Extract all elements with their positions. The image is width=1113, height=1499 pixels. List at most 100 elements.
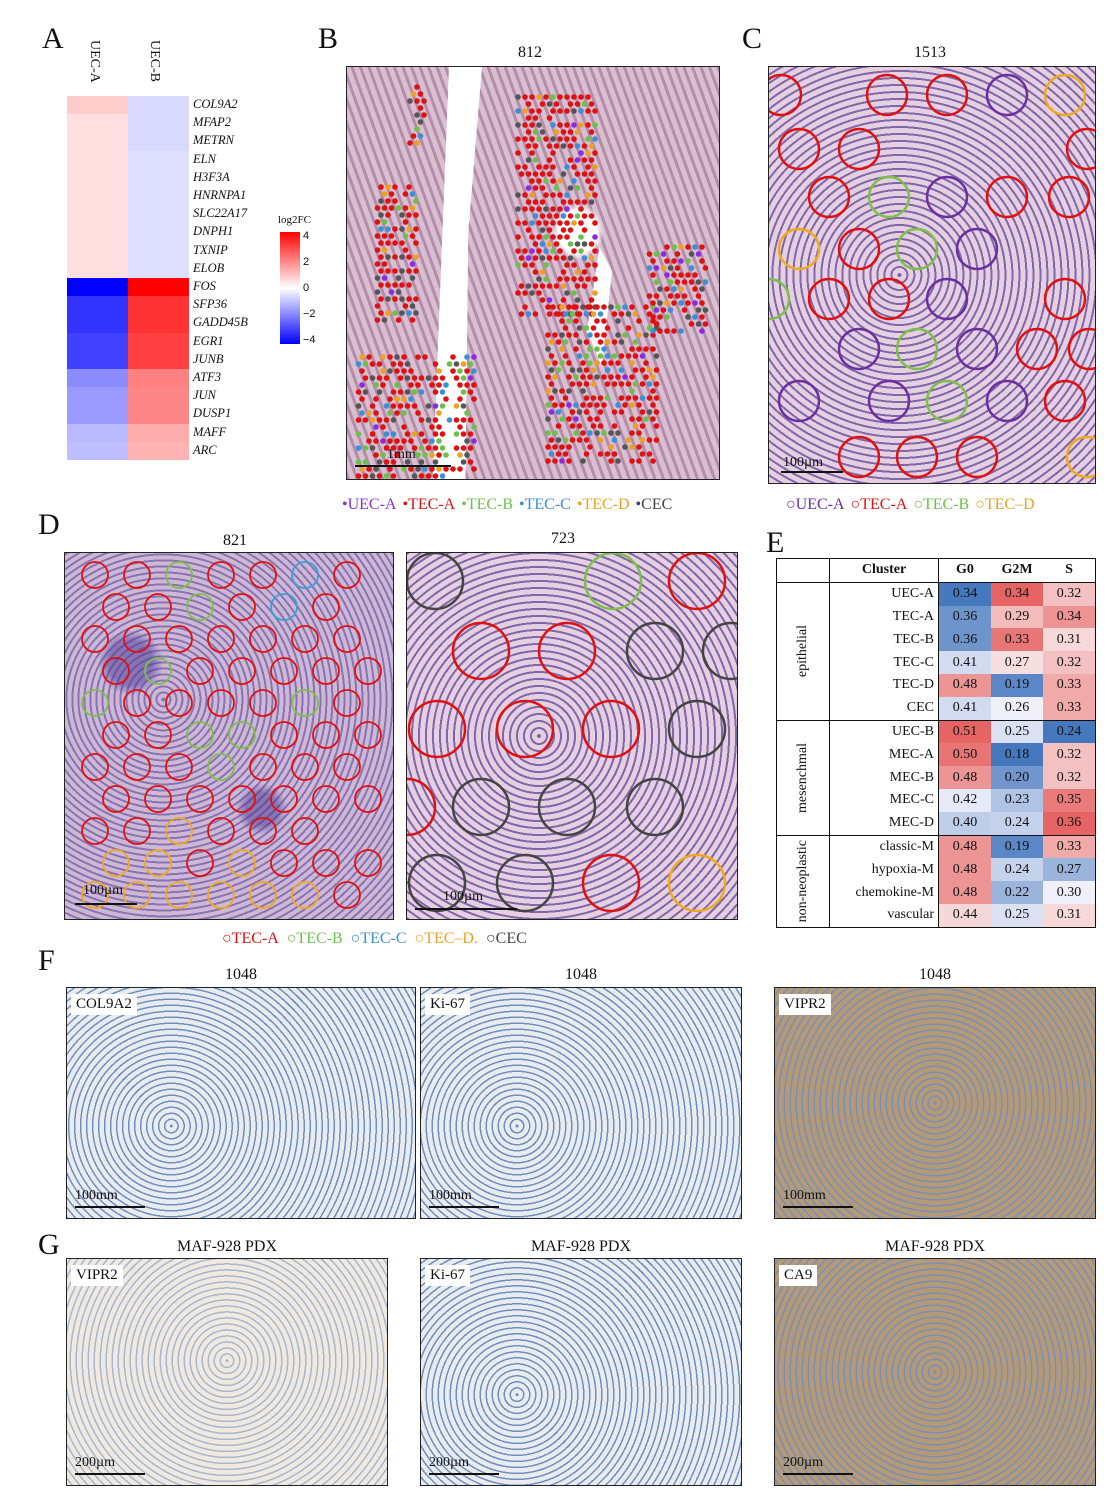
spot (392, 268, 398, 274)
heatmap-gene-label: ARC (193, 442, 217, 457)
heatmap-cell (128, 314, 189, 334)
spot (460, 417, 467, 423)
table-value-cell: 0.36 (938, 628, 991, 652)
spot (529, 178, 535, 184)
spot (409, 191, 416, 197)
spot (646, 265, 653, 271)
spot (657, 286, 663, 292)
spot (608, 458, 614, 464)
spot (369, 361, 376, 367)
spot (611, 311, 618, 317)
spot (629, 416, 635, 422)
spot (569, 409, 576, 415)
spot (408, 382, 414, 388)
spot-circle (165, 561, 193, 589)
spot (574, 101, 581, 107)
spot-circle (228, 593, 256, 621)
table-value-cell: 0.25 (991, 720, 1043, 744)
spot (567, 199, 574, 205)
spot (625, 325, 632, 331)
spot (560, 255, 567, 261)
table-value-cell: 0.29 (991, 605, 1043, 629)
spot (643, 416, 649, 422)
spot (399, 282, 405, 288)
spot (557, 192, 563, 198)
spot (436, 452, 442, 458)
spot (625, 437, 632, 443)
spot (545, 346, 551, 352)
spot (574, 283, 581, 289)
panel-b-title: 812 (518, 44, 542, 61)
spot (404, 431, 411, 437)
spot (373, 424, 379, 430)
panel-letter-c: C (742, 22, 763, 55)
spot (383, 417, 390, 423)
panel-b-tissue-image: 1mm (346, 66, 720, 480)
spot (597, 339, 604, 345)
spot (529, 136, 535, 142)
spot-circle (867, 277, 911, 321)
table-value-cell: 0.41 (938, 651, 991, 674)
spot (574, 171, 581, 177)
spot (406, 212, 412, 218)
spot (615, 458, 621, 464)
table-value-cell: 0.19 (991, 673, 1043, 697)
spot (583, 437, 590, 443)
spot-circle (1067, 327, 1095, 371)
spot (532, 213, 539, 219)
spot (639, 395, 646, 401)
spot (576, 437, 583, 443)
spot (525, 157, 532, 163)
spot-circle (165, 689, 193, 717)
spot (567, 185, 574, 191)
spot (678, 272, 684, 278)
panel-c-scale-text: 100µm (783, 455, 823, 470)
legend-entry: •TEC-D (576, 496, 630, 513)
spot (552, 430, 558, 436)
spot (402, 205, 409, 211)
heatmap-col-label: UEC-B (147, 40, 162, 82)
spot (552, 332, 558, 338)
spot-circle (165, 817, 193, 845)
spot (653, 353, 660, 359)
spot-circle (769, 277, 791, 321)
spot (622, 444, 628, 450)
spot (583, 311, 590, 317)
spot (653, 409, 660, 415)
spot-circle (207, 753, 235, 781)
spot (439, 375, 446, 381)
spot (355, 389, 362, 395)
spot (536, 94, 542, 100)
spot (401, 424, 407, 430)
spot (557, 276, 563, 282)
spot (457, 368, 463, 374)
spot (611, 409, 618, 415)
spot (571, 290, 577, 296)
heatmap-cell (128, 350, 189, 370)
spot (362, 375, 369, 381)
spot (439, 403, 446, 409)
spot (546, 157, 553, 163)
spot (515, 150, 521, 156)
spot (432, 361, 439, 367)
spot (597, 451, 604, 457)
heatmap-cell (67, 114, 128, 133)
spot (574, 199, 581, 205)
stain-label: Ki-67 (425, 1265, 470, 1286)
legend-entry: ○TEC-B (286, 930, 343, 947)
heatmap-cell (67, 259, 128, 279)
spot (406, 226, 412, 232)
spot-circle (270, 593, 298, 621)
spot-circle (228, 721, 256, 749)
heatmap-cell (67, 96, 128, 115)
spot (559, 360, 565, 366)
spot (555, 451, 562, 457)
spot-circle (228, 849, 256, 877)
spot (385, 198, 391, 204)
spot (546, 255, 553, 261)
spot (453, 417, 460, 423)
spot (362, 417, 369, 423)
table-group-label: epithelial (776, 582, 830, 721)
legend-entry: •CEC (635, 496, 673, 513)
table-value-cell: 0.36 (1043, 811, 1096, 836)
